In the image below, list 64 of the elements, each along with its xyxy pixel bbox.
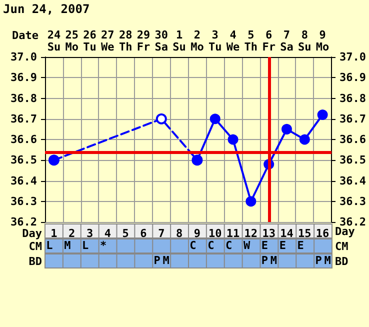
x-tick-label: 5 Th xyxy=(244,28,258,54)
y-tick-label: 36.6 xyxy=(10,133,38,146)
text: Day xyxy=(22,227,42,240)
point xyxy=(299,134,310,145)
point xyxy=(246,196,256,207)
y2-tick-label: 36.3 xyxy=(340,194,366,208)
x-tick-label: 29 Fr xyxy=(136,28,150,54)
x2-tick-label: 6 xyxy=(140,227,148,240)
x-axis-title: Date xyxy=(12,29,39,42)
point xyxy=(282,124,292,134)
x-tick-label: 26 Tu xyxy=(83,28,97,54)
y2-tick-label: 36.5 xyxy=(340,154,366,167)
x2-tick-label: 3 xyxy=(86,227,94,240)
x2-tick-label: 15 xyxy=(298,227,312,240)
x-tick-label: 30 Sa xyxy=(154,28,168,54)
x-tick-label: 4 We xyxy=(226,28,240,54)
x2-tick-label: 1 xyxy=(50,227,58,240)
text: PM PM PM xyxy=(154,254,334,267)
point xyxy=(210,114,220,124)
y2-tick-label: 36.9 xyxy=(340,71,366,84)
x2-tick-label: 8 xyxy=(176,227,183,240)
y-tick-label: 36.2 xyxy=(10,216,37,228)
text: BD xyxy=(28,255,42,268)
x2-tick-label: 5 xyxy=(122,227,129,240)
y2-tick-label: 36.6 xyxy=(340,133,366,146)
y2-tick-label: 36.7 xyxy=(340,112,366,126)
x2-tick-label: 9 xyxy=(194,227,201,240)
y-tick-label: 36.9 xyxy=(10,71,37,84)
y-tick-label: 36.5 xyxy=(10,154,37,167)
text: L M L * C C C W E E E xyxy=(46,239,334,253)
y2-tick-label: 36.4 xyxy=(340,174,366,188)
y-tick-label: 37.0 xyxy=(10,50,37,64)
y-tick-label: 36.7 xyxy=(10,112,37,126)
x2-tick-label: 2 xyxy=(68,227,76,240)
x2-tick-label: 12 xyxy=(244,227,258,240)
x-tick-label: 1 Su xyxy=(172,28,186,54)
x-tick-label: 6 Fr xyxy=(262,28,276,54)
x2-tick-label: 7 xyxy=(158,227,165,240)
x-tick-label: 8 Su xyxy=(298,28,312,54)
x-tick-label: 7 Sa xyxy=(280,28,294,54)
x-tick-label: 27 We xyxy=(101,28,115,54)
text: CM xyxy=(335,240,348,253)
y2-tick-label: 37.0 xyxy=(340,50,366,64)
x2-tick-label: 16 xyxy=(316,227,330,240)
x2-tick-label: 14 xyxy=(280,227,294,240)
x2-tick-label: 13 xyxy=(262,227,276,240)
x-tick-label: 24 Su xyxy=(47,28,61,54)
text: BD xyxy=(335,255,348,268)
y2-tick-label: 36.8 xyxy=(340,92,366,105)
y-tick-label: 36.3 xyxy=(10,194,37,208)
point xyxy=(228,134,238,145)
x-tick-label: 25 Mo xyxy=(65,28,79,54)
point xyxy=(317,110,328,120)
x-tick-label: 9 Mo xyxy=(316,28,330,54)
x-tick-label: 28 Th xyxy=(118,28,132,54)
text: CM xyxy=(28,240,42,253)
x-tick-label: 3 Tu xyxy=(208,28,222,54)
y-tick-label: 36.8 xyxy=(10,92,37,105)
x2-tick-label: 4 xyxy=(104,227,112,240)
y-tick-label: 36.4 xyxy=(10,174,38,188)
x2-tick-label: 10 xyxy=(208,227,222,240)
x-tick-label: 2 Mo xyxy=(190,28,204,54)
x2-tick-label: 11 xyxy=(226,227,240,240)
chart-title: Jun 24, 2007 xyxy=(3,2,90,16)
